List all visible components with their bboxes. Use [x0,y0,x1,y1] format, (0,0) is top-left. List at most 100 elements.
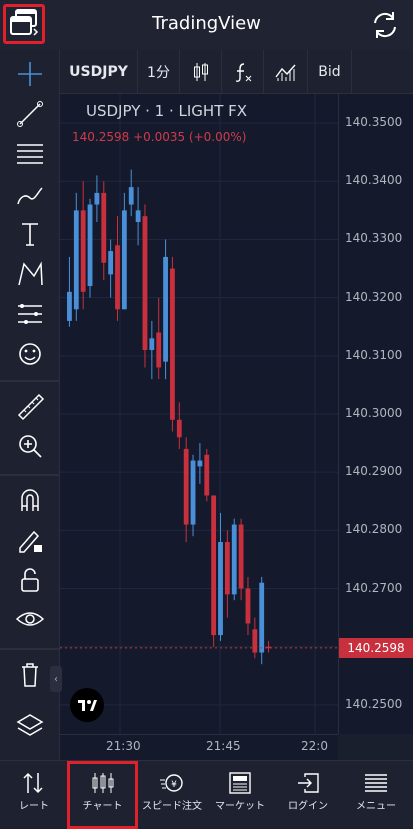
toolbar-divider [0,474,60,476]
nav-market[interactable]: マーケット [206,761,274,829]
candle-body [128,187,134,205]
candle-body [259,582,265,653]
indicators-button[interactable] [222,50,264,94]
magnet-icon [21,489,39,511]
bottom-navigation: レート チャート ¥ スピード注文 マーケット ログイン メニュー [0,760,413,829]
candle-body [67,291,72,321]
legend-quote: 140.2598 +0.0035 (+0.00%) [72,130,247,144]
horizontal-lines-icon [17,144,43,164]
price-tick-label: 140.3000 [345,406,403,420]
candlestick-icon [193,63,208,81]
time-tick-label: 21:45 [206,739,241,753]
layers-icon [16,714,44,736]
candle-body [115,245,120,310]
time-tick-label: 22:0 [301,739,328,753]
refresh-button[interactable] [368,8,402,42]
collapse-toolbar-handle[interactable]: ‹ [50,666,62,692]
candle-body [149,338,155,350]
price-tick-label: 140.2800 [345,522,403,537]
candle-body [197,460,203,467]
function-icon [235,63,251,82]
pattern-tool[interactable] [12,258,48,290]
nav-chart-label: チャート [82,801,123,812]
nav-login[interactable]: ログイン [274,761,342,829]
price-tick-label: 140.2900 [345,464,403,479]
windows-button[interactable] [3,4,45,44]
nav-speed-order[interactable]: ¥ スピード注文 [138,761,206,829]
crosshair-icon [18,62,42,86]
candle-body [135,210,141,222]
nav-menu-label: メニュー [356,801,396,812]
legend-symbol: USDJPY · 1 · LIGHT FX [86,102,248,120]
nav-speed-order-label: スピード注文 [142,801,202,812]
nav-rate[interactable]: レート [0,761,68,829]
candle-body [266,646,271,649]
price-tick-label: 140.2500 [345,696,403,711]
magnet-tool[interactable] [12,484,48,516]
candle-body [252,629,258,653]
candle-body [80,210,86,292]
nav-menu[interactable]: メニュー [342,761,410,829]
symbol-selector[interactable]: USDJPY [60,50,138,94]
nav-login-label: ログイン [288,801,328,812]
candle-body [245,588,251,624]
fib-tool[interactable] [12,138,48,170]
nav-chart[interactable]: チャート [67,761,138,829]
candle-body [218,542,223,636]
chart-pane[interactable] [60,94,338,734]
candle-body [238,524,244,589]
prediction-tool[interactable] [12,298,48,330]
app-title: TradingView [152,13,261,34]
ruler-tool[interactable] [12,390,48,422]
eye-icon [15,612,45,626]
brush-tool[interactable] [12,178,48,210]
smiley-icon [19,343,41,365]
unlock-icon [21,568,39,592]
pattern-icon [18,261,43,286]
trend-line-tool[interactable] [12,98,48,130]
trash-icon [22,663,38,687]
last-price-tag: 140.2598 [339,637,413,658]
candle-body [224,542,230,595]
candle-body [231,524,237,595]
time-axis[interactable]: 21:30 21:45 22:0 [60,734,338,760]
candle-body [94,192,100,205]
tv-logo-icon [78,700,97,711]
candle-body [73,210,79,310]
candle-body [176,419,182,438]
pencil-lock-icon [19,530,42,553]
bid-ask-toggle[interactable]: Bid [308,50,352,94]
text-icon [22,223,38,246]
text-tool[interactable] [12,218,48,250]
candle-body [163,256,168,362]
candle-body [87,204,93,286]
candle-body [108,251,114,275]
candle-body [156,332,162,368]
compare-button[interactable] [264,50,308,94]
login-icon [298,773,319,793]
chart-type-button[interactable] [180,50,222,94]
area-chart-icon [274,64,296,81]
delete-tool[interactable] [12,658,48,690]
prediction-icon [18,304,42,324]
interval-selector[interactable]: 1分 [138,50,180,94]
tradingview-logo [70,688,104,722]
windows-icon [10,9,39,36]
visibility-tool[interactable] [12,604,48,636]
lock-tool[interactable] [12,564,48,596]
toolbar-divider [0,648,60,650]
emoji-tool[interactable] [12,338,48,370]
candlestick-chart [60,94,338,734]
candles-icon [92,773,113,793]
candle-body [211,495,217,636]
candle-body [183,448,189,525]
drawing-toolbar [0,50,60,760]
toolbar-divider [0,380,60,382]
news-icon [229,772,251,794]
candle-body [204,454,210,496]
layers-tool[interactable] [12,710,48,742]
app-header: TradingView [0,0,413,50]
lock-drawing-tool[interactable] [12,524,48,556]
zoom-tool[interactable] [12,430,48,462]
crosshair-tool[interactable] [12,58,48,90]
